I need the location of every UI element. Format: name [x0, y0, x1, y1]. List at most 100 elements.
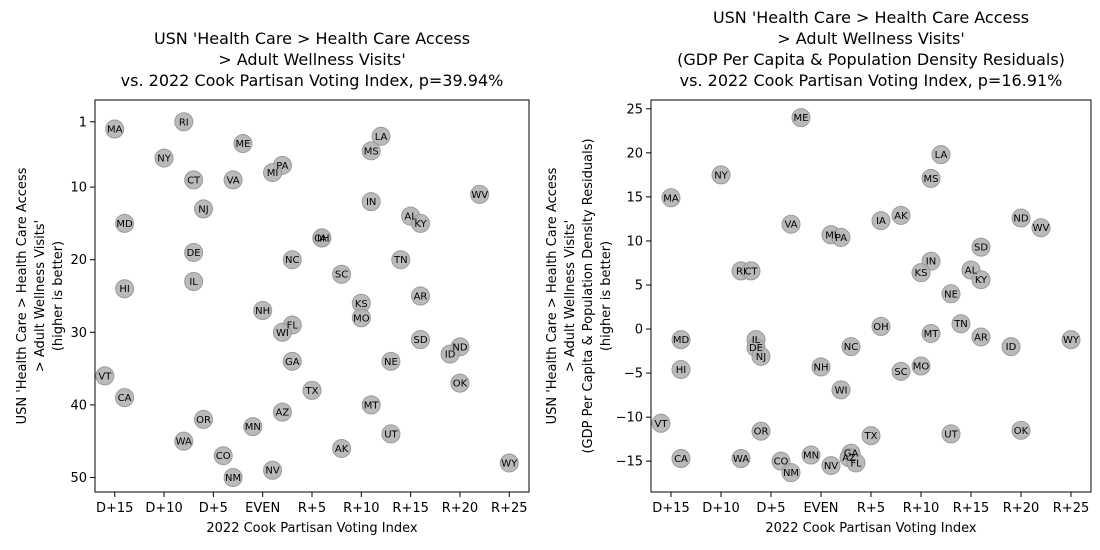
- point-label-me: ME: [794, 113, 809, 124]
- point-label-ok: OK: [453, 379, 468, 390]
- point-label-wy: WY: [1063, 335, 1080, 346]
- point-label-nv: NV: [824, 461, 838, 472]
- point-label-de: DE: [187, 248, 201, 259]
- point-label-nh: NH: [814, 362, 829, 373]
- data-point-co: [213, 446, 233, 466]
- point-label-tx: TX: [864, 431, 878, 442]
- chart-title-line: (GDP Per Capita & Population Density Res…: [677, 50, 1065, 69]
- point-label-mo: MO: [913, 362, 930, 373]
- data-point-az: [272, 402, 292, 422]
- x-tick-label: D+10: [702, 501, 739, 516]
- point-label-id: ID: [445, 350, 456, 361]
- point-label-ct: CT: [744, 266, 758, 277]
- y-tick-label: 20: [626, 146, 643, 161]
- point-label-mt: MT: [364, 400, 380, 411]
- point-label-pa: PA: [276, 161, 288, 172]
- x-tick-label: D+5: [199, 501, 228, 516]
- x-tick-label: R+20: [442, 501, 478, 516]
- point-label-la: LA: [375, 132, 388, 143]
- data-point-sd: [411, 330, 430, 350]
- y-tick-label: 10: [70, 181, 87, 196]
- point-label-md: MD: [116, 219, 133, 230]
- data-point-ma: [105, 119, 125, 139]
- point-label-ga: GA: [844, 449, 859, 460]
- data-point-wa: [731, 449, 751, 469]
- point-label-ms: MS: [364, 146, 379, 157]
- point-label-sd: SD: [413, 335, 427, 346]
- data-point-ri: [174, 112, 194, 132]
- point-label-ri: RI: [736, 266, 746, 277]
- data-point-tx: [302, 380, 322, 400]
- point-label-ks: KS: [915, 268, 928, 279]
- data-point-or: [194, 409, 213, 429]
- point-label-nc: NC: [285, 255, 299, 266]
- point-label-ar: AR: [414, 292, 428, 303]
- data-point-ia: [312, 228, 332, 248]
- data-point-ct: [184, 170, 204, 190]
- point-label-ga: GA: [285, 357, 300, 368]
- data-point-ne: [941, 284, 961, 304]
- y-tick-label: 40: [70, 398, 87, 413]
- x-tick-label: D+5: [756, 501, 785, 516]
- point-label-tn: TN: [953, 319, 968, 330]
- point-label-ri: RI: [179, 117, 189, 128]
- chart-title-line: USN 'Health Care > Health Care Access: [713, 8, 1029, 27]
- data-point-ak: [332, 438, 352, 458]
- point-label-or: OR: [196, 415, 211, 426]
- y-tick-label: 50: [70, 471, 87, 486]
- point-label-ma: MA: [663, 193, 679, 204]
- y-tick-label: 0: [635, 323, 643, 338]
- chart-title-line: USN 'Health Care > Health Care Access: [154, 29, 470, 48]
- point-label-la: LA: [935, 150, 948, 161]
- point-label-ca: CA: [118, 393, 132, 404]
- point-label-nc: NC: [844, 342, 858, 353]
- y-axis-label-line: USN 'Health Care > Health Care Access: [15, 167, 30, 424]
- point-label-vt: VT: [655, 419, 669, 430]
- data-point-mi: [263, 163, 283, 183]
- data-point-tn: [391, 250, 411, 270]
- data-point-ar: [411, 286, 430, 306]
- point-label-co: CO: [774, 457, 789, 468]
- data-point-il: [184, 271, 204, 291]
- point-label-ut: UT: [384, 429, 398, 440]
- data-point-ky: [971, 270, 991, 290]
- point-label-fl: FL: [850, 458, 862, 469]
- point-label-mt: MT: [924, 329, 940, 340]
- data-point-nj: [194, 199, 213, 219]
- point-label-al: AL: [965, 266, 978, 277]
- point-label-ky: KY: [975, 275, 988, 286]
- x-tick-label: D+15: [96, 501, 133, 516]
- data-point-nh: [253, 301, 273, 321]
- data-point-hi: [115, 279, 135, 299]
- data-point-mt: [921, 323, 941, 343]
- data-point-va: [223, 170, 243, 190]
- data-point-de: [184, 242, 204, 262]
- x-tick-label: R+15: [392, 501, 428, 516]
- point-label-pa: PA: [835, 233, 847, 244]
- data-point-pa: [831, 227, 851, 247]
- point-label-wv: WV: [1033, 223, 1050, 234]
- data-point-la: [371, 126, 391, 146]
- data-point-sc: [891, 361, 911, 381]
- point-label-il: IL: [752, 335, 761, 346]
- y-tick-label: 15: [626, 190, 643, 205]
- point-label-ks: KS: [355, 299, 368, 310]
- point-label-ut: UT: [944, 429, 958, 440]
- point-label-ok: OK: [1014, 426, 1029, 437]
- x-tick-label: R+5: [298, 501, 326, 516]
- data-point-nv: [263, 460, 283, 480]
- point-label-ak: AK: [335, 444, 349, 455]
- point-label-sc: SC: [335, 270, 348, 281]
- y-tick-label: 1: [79, 115, 87, 130]
- data-point-or: [751, 421, 771, 441]
- chart-title-line: vs. 2022 Cook Partisan Voting Index, p=1…: [680, 71, 1063, 90]
- data-point-ms: [361, 141, 381, 161]
- point-label-sc: SC: [894, 367, 907, 378]
- data-point-ny: [154, 148, 174, 168]
- x-tick-label: EVEN: [803, 501, 838, 516]
- x-axis-label: 2022 Cook Partisan Voting Index: [206, 521, 418, 536]
- data-point-sd: [971, 237, 991, 257]
- x-tick-label: EVEN: [245, 501, 280, 516]
- y-tick-label: −15: [616, 455, 643, 470]
